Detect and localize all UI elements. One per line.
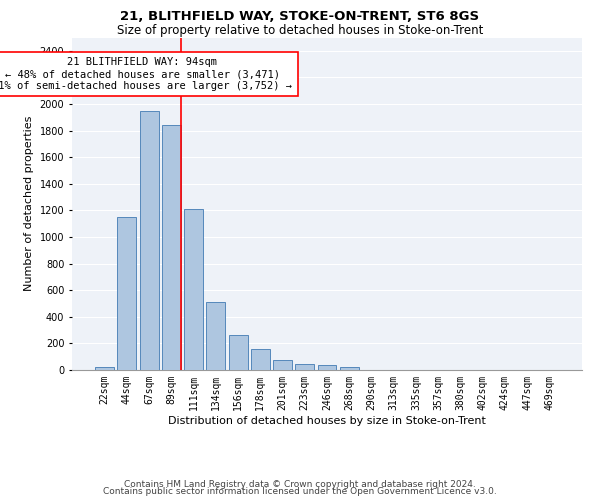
Bar bbox=[118, 217, 136, 370]
Bar bbox=[140, 110, 158, 370]
Y-axis label: Number of detached properties: Number of detached properties bbox=[24, 116, 34, 292]
X-axis label: Distribution of detached houses by size in Stoke-on-Trent: Distribution of detached houses by size … bbox=[168, 416, 486, 426]
Text: 21, BLITHFIELD WAY, STOKE-ON-TRENT, ST6 8GS: 21, BLITHFIELD WAY, STOKE-ON-TRENT, ST6 … bbox=[121, 10, 479, 23]
Text: Contains HM Land Registry data © Crown copyright and database right 2024.: Contains HM Land Registry data © Crown c… bbox=[124, 480, 476, 489]
Bar bbox=[273, 360, 292, 370]
Text: Size of property relative to detached houses in Stoke-on-Trent: Size of property relative to detached ho… bbox=[117, 24, 483, 37]
Bar bbox=[251, 350, 270, 370]
Bar bbox=[317, 364, 337, 370]
Text: Contains public sector information licensed under the Open Government Licence v3: Contains public sector information licen… bbox=[103, 487, 497, 496]
Bar bbox=[229, 335, 248, 370]
Bar bbox=[340, 368, 359, 370]
Bar bbox=[184, 209, 203, 370]
Bar bbox=[206, 302, 225, 370]
Bar bbox=[295, 364, 314, 370]
Bar bbox=[162, 126, 181, 370]
Bar bbox=[95, 366, 114, 370]
Text: 21 BLITHFIELD WAY: 94sqm
← 48% of detached houses are smaller (3,471)
51% of sem: 21 BLITHFIELD WAY: 94sqm ← 48% of detach… bbox=[0, 58, 292, 90]
